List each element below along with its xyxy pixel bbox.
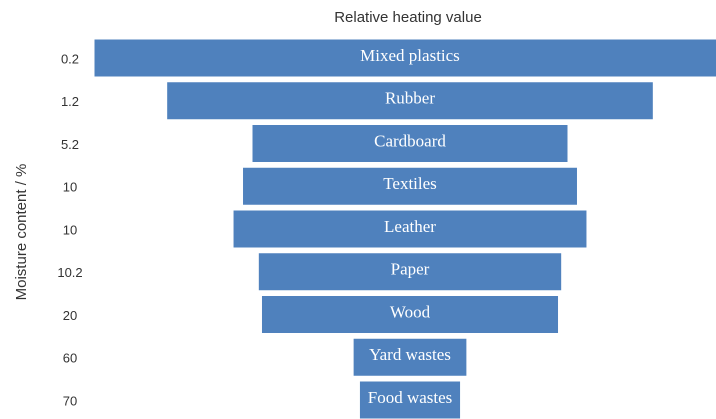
y-tick-label: 5.2 xyxy=(61,137,79,152)
bar-label: Paper xyxy=(391,260,430,279)
funnel-bar xyxy=(257,252,563,292)
bar-label: Yard wastes xyxy=(369,345,451,364)
bar-label: Rubber xyxy=(385,89,435,108)
funnel-bar xyxy=(352,337,468,377)
bar-label: Mixed plastics xyxy=(360,46,460,65)
funnel-bar xyxy=(260,295,560,334)
y-axis-label: Moisture content / % xyxy=(13,164,30,301)
y-tick-label: 0.2 xyxy=(61,51,79,66)
bar-label: Textiles xyxy=(383,174,437,193)
funnel-bar xyxy=(232,209,588,249)
y-tick-label: 1.2 xyxy=(61,94,79,109)
chart-title: Relative heating value xyxy=(334,9,482,26)
funnel-bar xyxy=(242,166,578,206)
y-tick-label: 60 xyxy=(63,351,77,366)
funnel-bar xyxy=(93,38,716,78)
y-tick-label: 20 xyxy=(63,308,77,323)
funnel-bar xyxy=(358,380,462,419)
funnel-bar xyxy=(251,124,569,163)
bar-label: Wood xyxy=(390,302,431,321)
y-tick-label: 10 xyxy=(63,180,77,195)
bar-label: Cardboard xyxy=(374,131,446,150)
y-tick-label: 10.2 xyxy=(57,265,82,280)
y-tick-label: 70 xyxy=(63,393,77,408)
funnel-bar xyxy=(166,81,654,121)
bar-label: Food wastes xyxy=(368,388,453,407)
bar-label: Leather xyxy=(384,217,436,236)
y-tick-label: 10 xyxy=(63,222,77,237)
